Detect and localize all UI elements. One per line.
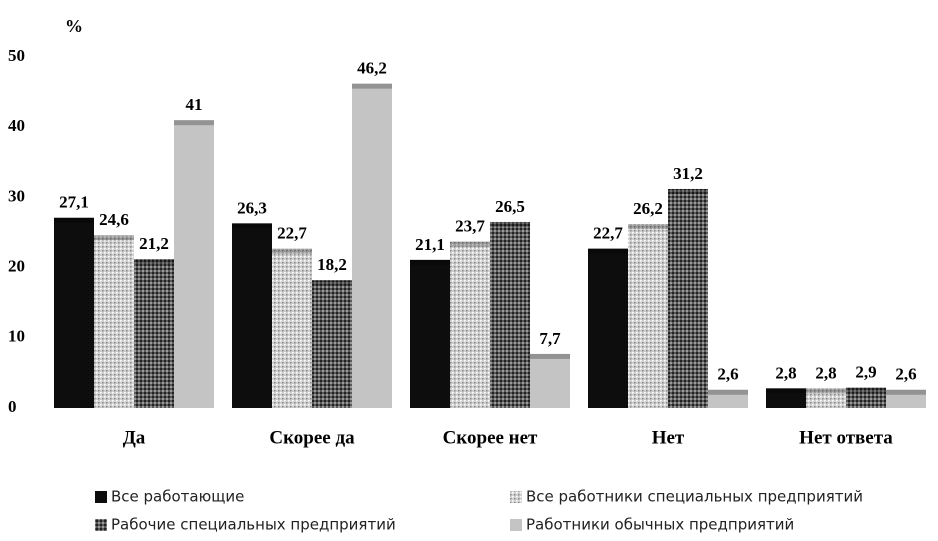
bar	[668, 188, 708, 408]
bar	[94, 235, 134, 408]
data-label: 18,2	[317, 255, 347, 274]
data-label: 31,2	[673, 164, 703, 183]
bar	[352, 83, 392, 409]
bar	[766, 388, 806, 408]
bar	[272, 248, 312, 408]
bar	[490, 221, 530, 408]
bar	[312, 280, 352, 408]
legend-label: Все работники специальных предприятий	[526, 488, 863, 506]
legend-marker	[95, 519, 107, 531]
bar-cap	[352, 83, 392, 89]
bar-cap	[174, 120, 214, 126]
data-label: 26,5	[495, 197, 525, 216]
bar-cap	[134, 259, 174, 265]
bar-cap	[450, 241, 490, 247]
data-label: 46,2	[357, 59, 387, 78]
bar	[806, 388, 846, 408]
y-tick-label: 40	[8, 116, 25, 135]
bar-cap	[588, 248, 628, 254]
bar-cap	[410, 259, 450, 265]
data-label: 2,8	[775, 363, 796, 382]
data-label: 22,7	[277, 224, 307, 243]
data-label: 2,6	[717, 365, 738, 384]
bar-cap	[628, 224, 668, 230]
bar-cap	[766, 388, 806, 394]
bar	[450, 241, 490, 408]
data-label: 2,8	[815, 363, 836, 382]
bar-cap	[490, 221, 530, 227]
data-label: 26,3	[237, 198, 267, 217]
bar-cap	[806, 388, 846, 394]
bar-cap	[94, 235, 134, 241]
bar	[530, 353, 570, 408]
x-tick-label: Скорее нет	[443, 427, 538, 448]
bar	[232, 223, 272, 408]
data-label: 24,6	[99, 210, 129, 229]
x-tick-label: Нет ответа	[799, 427, 893, 448]
data-label: 22,7	[593, 224, 623, 243]
bar-cap	[54, 217, 94, 223]
bar-cap	[312, 280, 352, 286]
data-label: 27,1	[59, 193, 89, 212]
y-tick-label: 20	[8, 257, 25, 276]
legend-label: Работники обычных предприятий	[526, 516, 794, 534]
data-label: 7,7	[539, 329, 561, 348]
bar	[174, 120, 214, 409]
legend-marker	[510, 519, 522, 531]
bar	[886, 389, 926, 408]
y-axis-label: %	[65, 16, 83, 36]
y-tick-label: 0	[8, 397, 17, 416]
data-label: 41	[186, 95, 203, 114]
bar-cap	[846, 387, 886, 393]
bar-cap	[530, 353, 570, 359]
bar	[588, 248, 628, 408]
data-label: 2,6	[895, 365, 916, 384]
x-tick-label: Нет	[652, 427, 685, 448]
bar-cap	[708, 389, 748, 395]
bar	[708, 389, 748, 408]
legend-marker	[510, 491, 522, 503]
bar	[54, 217, 94, 408]
bar	[134, 259, 174, 408]
legend-label: Рабочие специальных предприятий	[111, 516, 396, 534]
legend-marker	[95, 491, 107, 503]
data-label: 2,9	[855, 363, 876, 382]
y-tick-label: 50	[8, 46, 25, 65]
data-label: 21,2	[139, 234, 169, 253]
x-tick-label: Да	[123, 427, 146, 448]
data-label: 23,7	[455, 217, 485, 236]
bar-cap	[886, 389, 926, 395]
y-tick-label: 30	[8, 186, 25, 205]
y-tick-label: 10	[8, 327, 25, 346]
bar	[846, 387, 886, 408]
bar-cap	[668, 188, 708, 194]
bar-cap	[272, 248, 312, 254]
data-label: 21,1	[415, 235, 445, 254]
bar	[410, 259, 450, 408]
x-tick-label: Скорее да	[269, 427, 355, 448]
data-label: 26,2	[633, 199, 663, 218]
legend-label: Все работающие	[111, 488, 244, 506]
bar	[628, 224, 668, 408]
bar-cap	[232, 223, 272, 229]
